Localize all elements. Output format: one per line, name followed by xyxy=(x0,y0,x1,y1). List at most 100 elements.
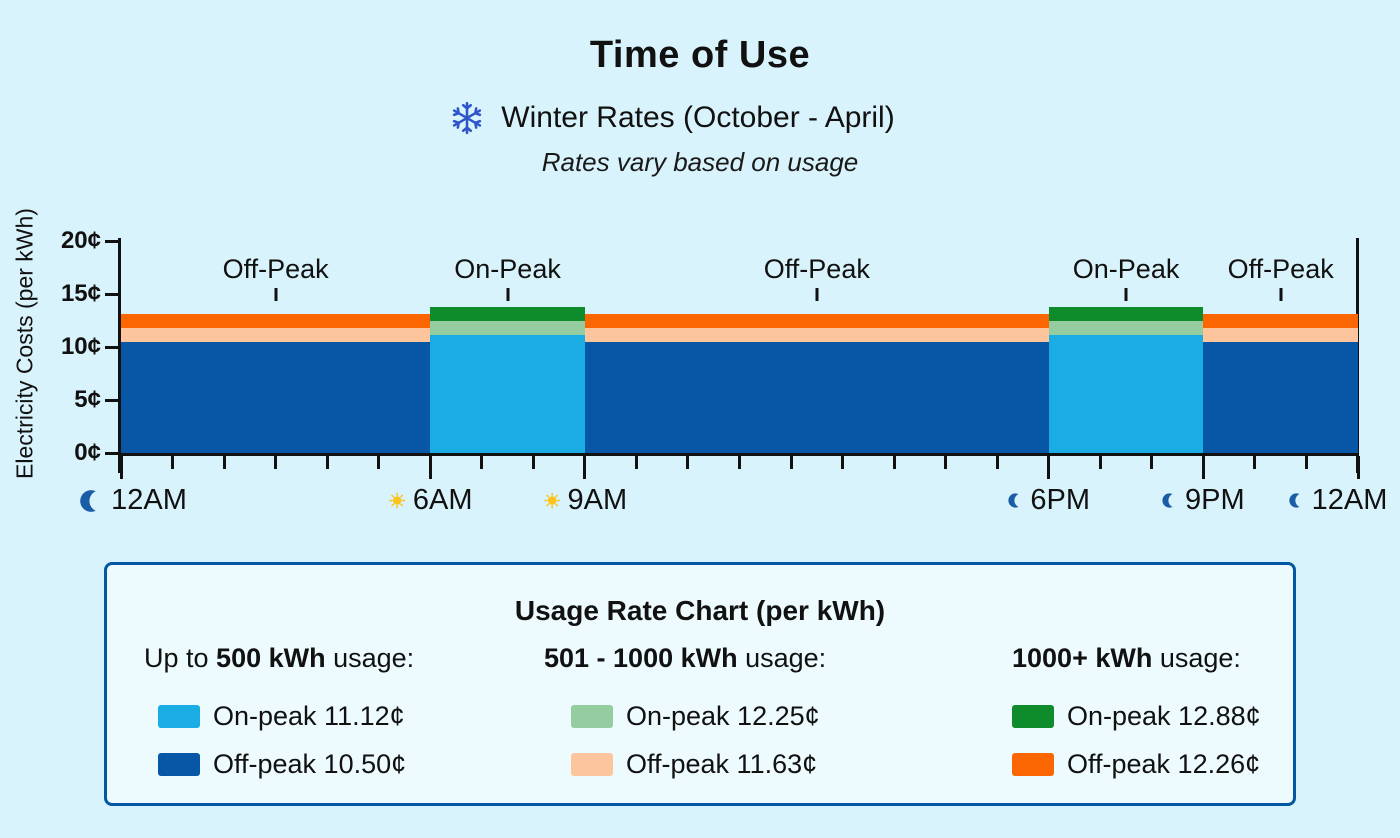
x-axis-label: 12AM xyxy=(79,484,187,517)
legend-entries: On-peak 11.12¢ Off-peak 10.50¢ xyxy=(158,701,414,780)
subtitle: Winter Rates (October - April) xyxy=(0,100,1372,136)
usage-note: Rates vary based on usage xyxy=(541,147,859,177)
y-axis-tick xyxy=(105,292,119,296)
subtitle-text: Winter Rates (October - April) xyxy=(501,101,895,134)
legend-swatch xyxy=(158,705,200,728)
rate-bar-segment-tier2 xyxy=(430,321,585,336)
rate-bar-segment-tier2 xyxy=(584,327,1049,342)
legend-column-header-bold: 501 - 1000 kWh xyxy=(544,643,738,673)
period-label: Off-Peak xyxy=(222,254,329,284)
x-axis-tick xyxy=(480,456,484,469)
legend-entry: On-peak 12.88¢ xyxy=(1012,701,1261,732)
legend-swatch xyxy=(158,753,200,776)
rate-bar-segment-tier1 xyxy=(1048,335,1204,453)
moon-icon xyxy=(1007,492,1024,509)
x-axis-tick xyxy=(634,456,638,469)
x-axis-label-text: 9AM xyxy=(567,484,628,516)
x-axis-tick xyxy=(1356,456,1360,479)
legend-column-header-bold: 1000+ kWh xyxy=(1012,643,1153,673)
moon-icon xyxy=(1162,492,1179,509)
x-axis-label-text: 12AM xyxy=(1311,484,1388,516)
x-axis-tick xyxy=(1150,456,1154,469)
sun-icon xyxy=(388,491,407,510)
legend-column-header: 1000+ kWh usage: xyxy=(1012,643,1241,673)
legend-column: 1000+ kWh usage: On-peak 12.88¢ Off-peak 1… xyxy=(1012,641,1261,780)
legend-swatch xyxy=(571,705,613,728)
rate-bar-segment-tier1 xyxy=(1203,341,1358,453)
sun-icon xyxy=(543,491,562,510)
period-label: Off-Peak xyxy=(1227,254,1334,284)
x-axis-label: 6PM xyxy=(1007,484,1090,517)
legend-swatch xyxy=(1012,753,1054,776)
x-axis-tick xyxy=(171,456,175,469)
legend-column: 501 - 1000 kWh usage: On-peak 12.25¢ Off-p… xyxy=(544,641,826,780)
x-axis-tick xyxy=(944,456,948,469)
rate-bar-segment-tier1 xyxy=(430,335,585,453)
rate-bar-segment-tier1 xyxy=(584,341,1049,453)
x-axis-label: 12AM xyxy=(1289,484,1388,517)
legend-swatch xyxy=(1012,705,1054,728)
x-axis-tick xyxy=(119,456,123,479)
rate-bar-segment-tier2 xyxy=(1048,321,1204,336)
legend-entry: Off-peak 10.50¢ xyxy=(158,749,414,780)
y-axis-tick-label: 15¢ xyxy=(60,280,101,307)
rate-bar-off_peak xyxy=(121,313,431,453)
legend-column: Up to 500 kWh usage: On-peak 11.12¢ Off-pe… xyxy=(144,641,414,780)
legend-column-header: Up to 500 kWh usage: xyxy=(144,643,415,673)
x-axis-tick xyxy=(1201,456,1205,479)
legend-entry-label: On-peak 11.12¢ xyxy=(213,701,405,731)
period-label: Off-Peak xyxy=(763,254,870,284)
rate-bar-on_peak xyxy=(430,307,585,453)
legend-entry-label: On-peak 12.25¢ xyxy=(626,701,820,731)
y-axis-tick-label: 20¢ xyxy=(60,227,101,254)
legend-entry-label: Off-peak 11.63¢ xyxy=(626,749,818,779)
rate-bar-segment-tier2 xyxy=(1203,327,1358,342)
x-axis-tick xyxy=(583,456,587,479)
x-axis-tick xyxy=(274,456,278,469)
legend-entries: On-peak 12.88¢ Off-peak 12.26¢ xyxy=(1012,701,1261,780)
legend-entry: Off-peak 12.26¢ xyxy=(1012,749,1261,780)
x-axis-line xyxy=(118,453,1359,456)
x-axis-label-text: 6AM xyxy=(412,484,473,516)
page-title: Time of Use xyxy=(589,34,811,76)
rate-bar-segment-tier3 xyxy=(1048,307,1204,322)
time-of-use-chart: Electricity Costs (per kWh) 0¢ 5¢ 10¢ 15¢ 20… xyxy=(12,208,1388,517)
x-axis-tick xyxy=(995,456,999,469)
x-axis-tick xyxy=(841,456,845,469)
legend-entries: On-peak 12.25¢ Off-peak 11.63¢ xyxy=(571,701,826,780)
moon-icon xyxy=(79,488,105,514)
legend-column-header: 501 - 1000 kWh usage: xyxy=(544,643,827,673)
x-axis-tick xyxy=(686,456,690,469)
x-axis-tick xyxy=(222,456,226,469)
y-axis-tick xyxy=(105,398,119,402)
y-axis-tick-label: 0¢ xyxy=(74,439,101,466)
rate-bar-on_peak xyxy=(1048,307,1204,453)
x-axis-label-text: 12AM xyxy=(111,484,187,516)
x-axis-tick xyxy=(1098,456,1102,469)
x-axis-label-text: 6PM xyxy=(1030,484,1091,516)
x-axis-tick xyxy=(789,456,793,469)
x-axis-label-text: 9PM xyxy=(1185,484,1245,516)
legend-entry-label: Off-peak 12.26¢ xyxy=(1067,749,1261,779)
moon-icon xyxy=(1289,492,1306,509)
usage-rate-legend: Usage Rate Chart (per kWh) Up to 500 kWh… xyxy=(104,562,1296,806)
legend-entry-label: Off-peak 10.50¢ xyxy=(213,749,407,779)
period-pointer-line xyxy=(506,288,510,301)
x-axis-label: 9PM xyxy=(1162,484,1245,517)
x-axis-label: 9AM xyxy=(543,484,628,517)
snowflake-icon xyxy=(449,100,485,136)
y-axis-tick-label: 5¢ xyxy=(74,386,101,413)
legend-entry-label: On-peak 12.88¢ xyxy=(1067,701,1261,731)
rate-bar-segment-tier3 xyxy=(121,313,431,328)
x-axis-tick xyxy=(1253,456,1257,469)
legend-entry: On-peak 11.12¢ xyxy=(158,701,414,732)
x-axis-label: 6AM xyxy=(388,484,473,517)
y-axis-line xyxy=(118,238,121,473)
x-axis-tick xyxy=(325,456,329,469)
legend-title: Usage Rate Chart (per kWh) xyxy=(514,595,886,626)
x-axis-tick xyxy=(428,456,432,479)
rate-bar-off_peak xyxy=(1203,313,1358,453)
x-axis-tick xyxy=(1047,456,1051,479)
period-label: On-Peak xyxy=(454,254,561,284)
period-label: On-Peak xyxy=(1072,254,1180,284)
